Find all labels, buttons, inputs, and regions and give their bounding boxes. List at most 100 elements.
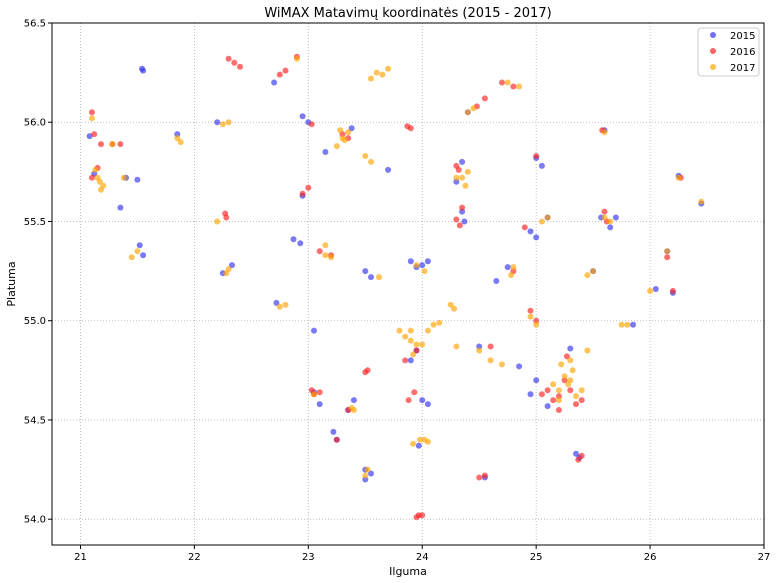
data-point: [516, 83, 523, 90]
data-point: [669, 287, 676, 294]
data-point: [322, 149, 329, 155]
data-point: [567, 387, 574, 394]
data-point: [376, 274, 382, 281]
data-point: [276, 71, 283, 78]
data-point: [407, 327, 414, 334]
data-point: [555, 407, 562, 413]
data-point: [555, 397, 562, 404]
data-point: [508, 272, 515, 279]
data-point: [231, 59, 238, 66]
data-point: [504, 264, 511, 271]
data-point: [533, 321, 540, 328]
data-point: [177, 139, 184, 146]
data-point: [411, 389, 418, 396]
data-point: [407, 357, 414, 364]
data-point: [368, 274, 374, 281]
data-point: [368, 158, 374, 165]
data-point: [521, 224, 528, 231]
data-point: [555, 387, 562, 394]
data-point: [225, 119, 232, 126]
data-point: [527, 307, 534, 314]
data-point: [419, 341, 426, 348]
data-point: [544, 403, 551, 410]
data-point: [91, 131, 98, 138]
data-point: [624, 321, 631, 328]
data-point: [544, 214, 551, 221]
data-point: [459, 174, 466, 181]
data-point: [407, 337, 414, 344]
data-point: [607, 224, 614, 231]
data-point: [652, 286, 659, 292]
y-axis-ticks: 54.0 54.5 55.0 55.5 56.0 56.5: [24, 19, 52, 526]
data-point: [86, 133, 93, 140]
data-point: [453, 216, 460, 223]
legend-box: [697, 27, 760, 77]
data-point: [504, 79, 511, 86]
data-point: [456, 222, 463, 229]
data-point: [584, 272, 591, 279]
data-point: [348, 125, 355, 132]
data-point: [385, 166, 392, 173]
data-point: [481, 95, 488, 102]
plot-frame: [51, 22, 765, 546]
data-point: [538, 391, 545, 398]
data-point: [499, 361, 505, 368]
y-tick-label: 54.5: [24, 415, 46, 426]
data-points: [86, 53, 705, 521]
data-point: [533, 377, 540, 384]
data-point: [88, 109, 95, 116]
x-axis-ticks: 21 22 23 24 25 26 27: [74, 545, 770, 563]
x-tick-label: 21: [74, 552, 87, 563]
data-point: [476, 347, 483, 354]
data-point: [533, 234, 540, 241]
data-point: [337, 127, 344, 134]
data-point: [565, 381, 572, 388]
data-point: [117, 141, 124, 148]
x-tick-label: 24: [416, 552, 429, 563]
data-point: [96, 178, 103, 185]
data-point: [98, 186, 104, 193]
data-point: [271, 79, 278, 86]
data-point: [88, 115, 95, 122]
data-point: [407, 125, 414, 132]
data-point: [362, 472, 369, 479]
data-point: [459, 204, 466, 211]
y-tick-label: 56.5: [24, 19, 46, 30]
data-point: [573, 450, 579, 457]
data-point: [510, 264, 517, 271]
data-point: [225, 55, 232, 62]
data-point: [430, 321, 437, 328]
data-point: [698, 198, 705, 205]
data-point: [174, 135, 181, 142]
data-point: [368, 75, 374, 82]
y-tick-label: 55.0: [24, 316, 46, 327]
series-2017: [88, 55, 705, 479]
data-point: [464, 168, 471, 175]
data-point: [223, 270, 230, 277]
x-tick-label: 23: [302, 552, 315, 563]
data-point: [402, 357, 409, 364]
data-point: [407, 258, 414, 265]
data-point: [424, 258, 431, 265]
data-point: [424, 438, 431, 445]
data-point: [305, 184, 312, 191]
data-point: [584, 347, 591, 354]
data-point: [136, 242, 143, 249]
legend-label: 2017: [730, 63, 755, 74]
data-point: [328, 254, 335, 261]
data-point: [424, 327, 431, 334]
chart-title: WiMAX Matavimų koordinatės (2015 - 2017): [264, 6, 551, 21]
data-point: [330, 428, 337, 435]
data-point: [647, 287, 654, 294]
data-point: [311, 327, 317, 334]
data-point: [453, 174, 460, 181]
data-point: [120, 174, 127, 181]
data-point: [410, 351, 417, 358]
data-point: [316, 248, 323, 255]
data-point: [459, 158, 466, 165]
x-axis-label: Ilguma: [389, 565, 427, 578]
data-point: [219, 121, 226, 128]
data-point: [569, 367, 576, 374]
data-point: [311, 391, 317, 398]
data-point: [128, 254, 135, 261]
